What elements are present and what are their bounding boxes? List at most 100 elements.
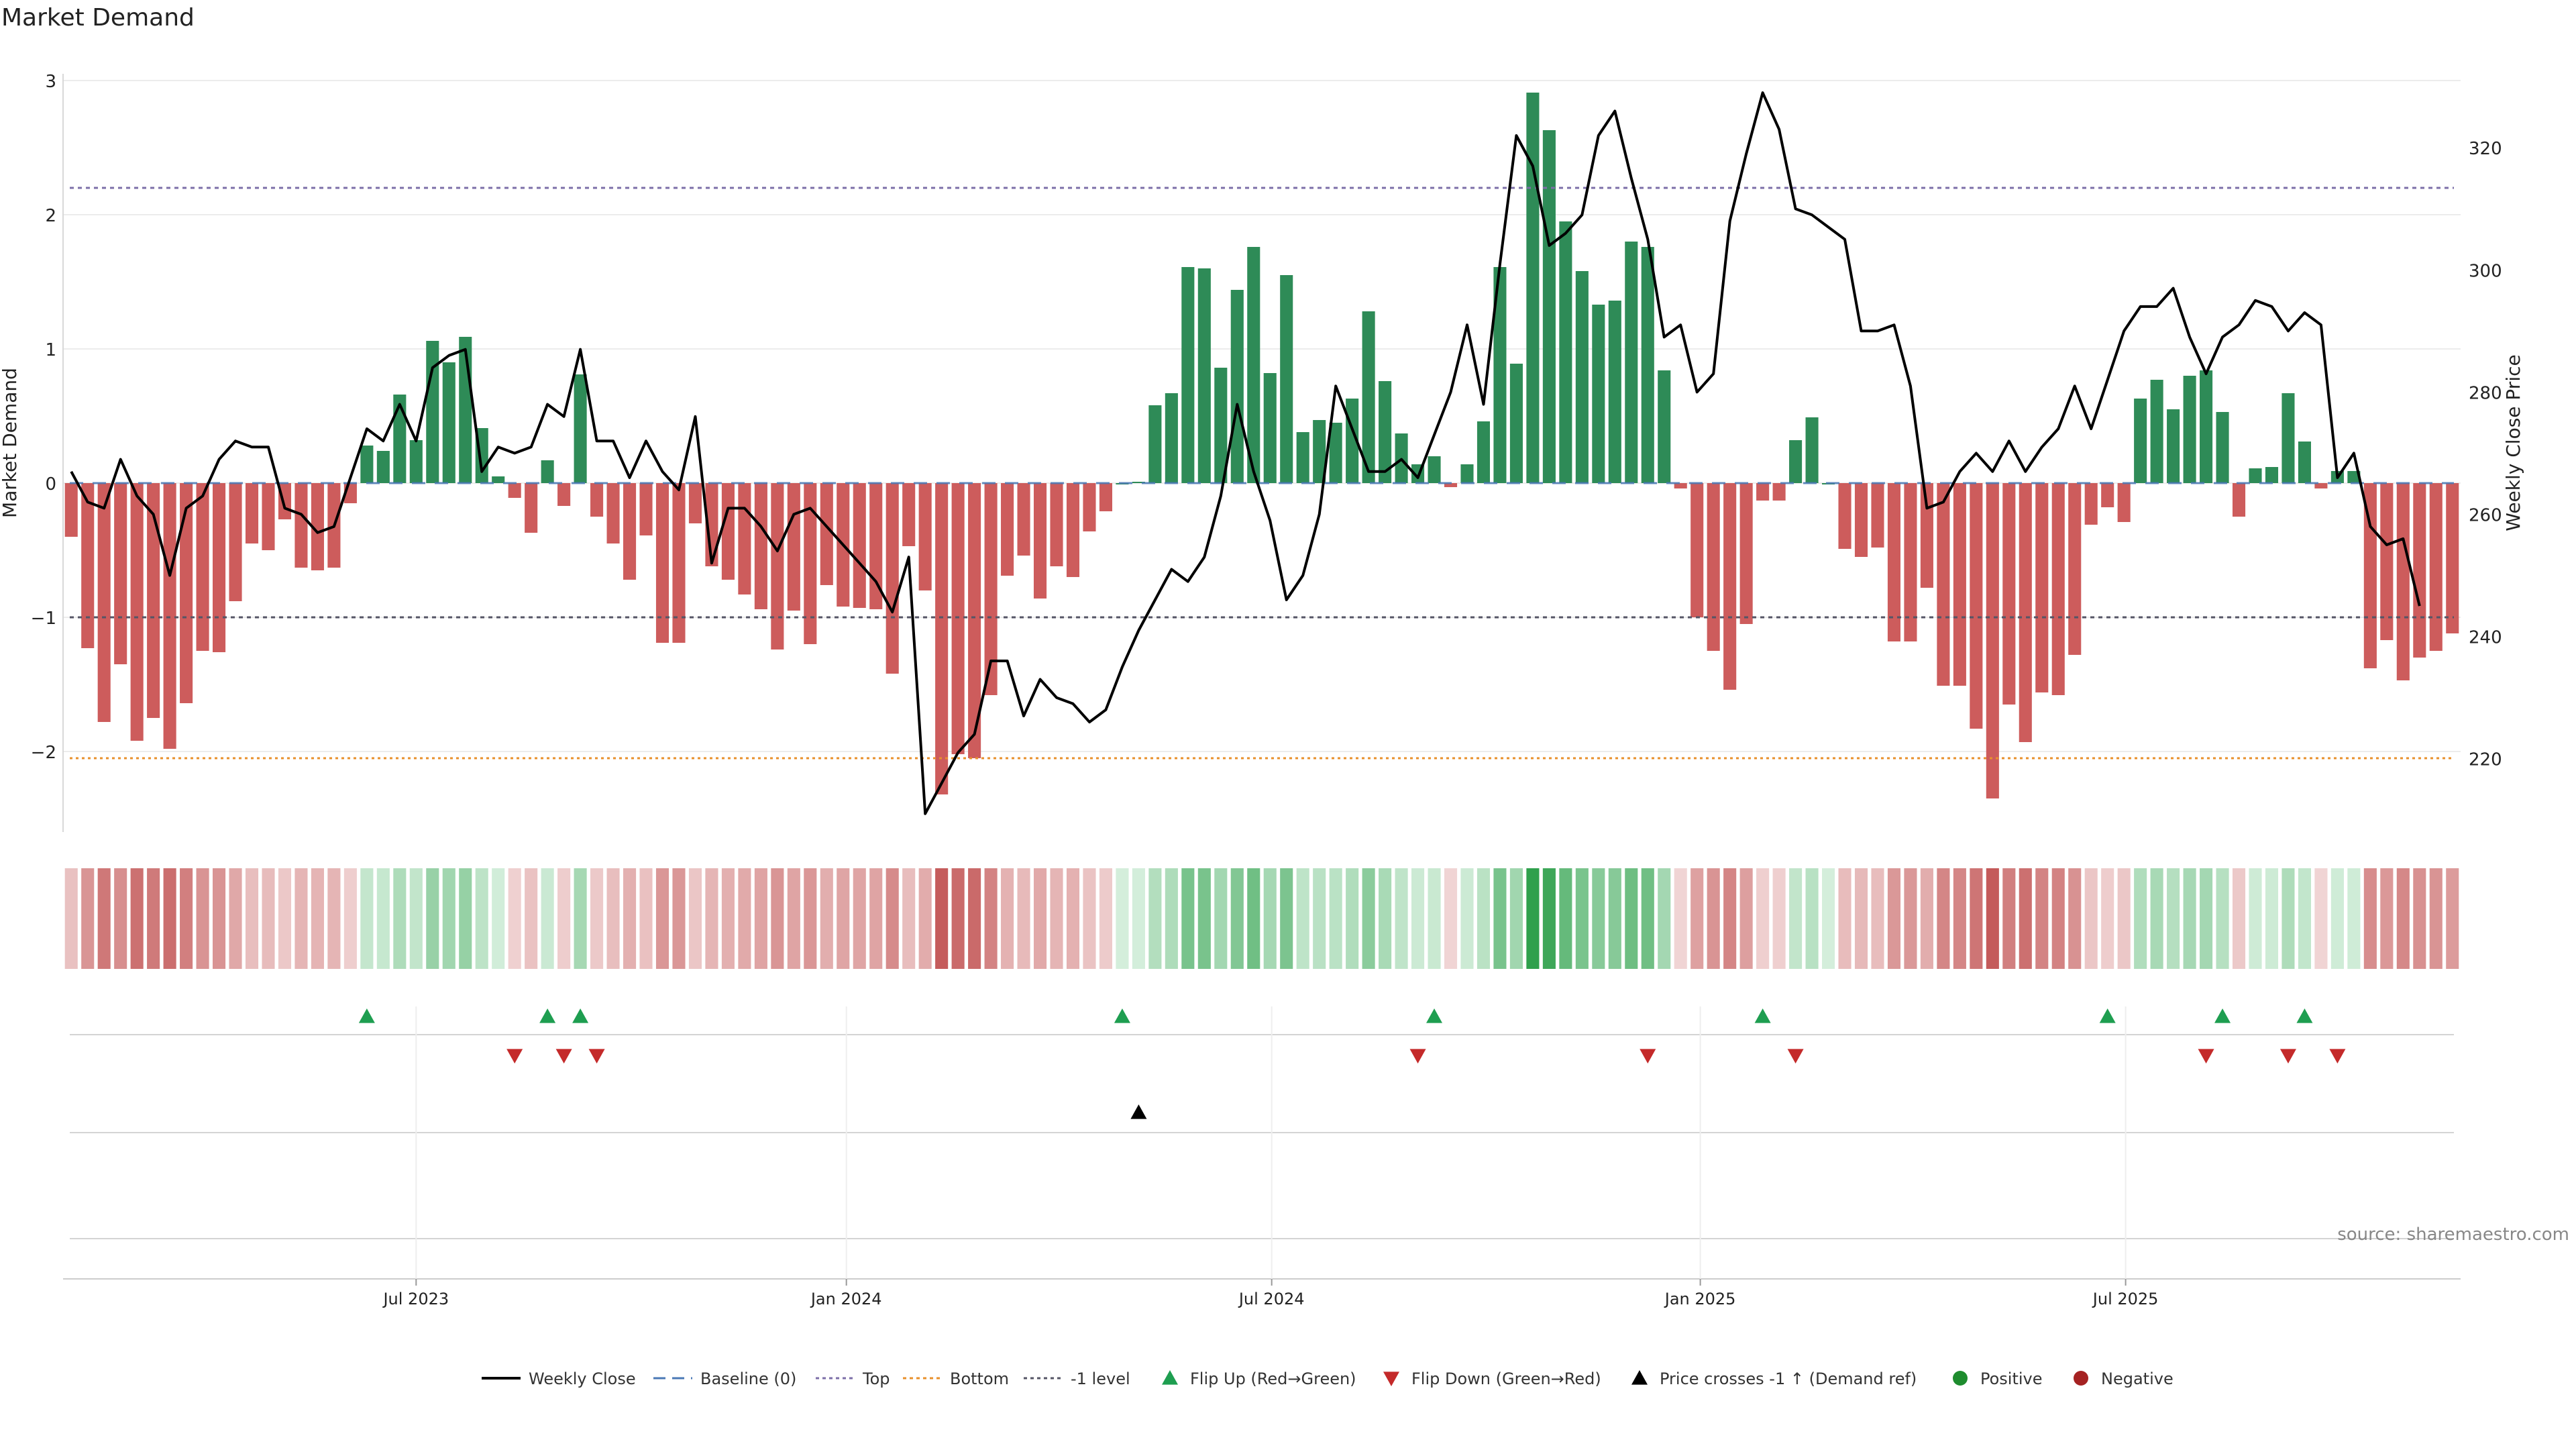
heat-cell: [1707, 868, 1720, 969]
heat-cell: [672, 868, 686, 969]
heat-cell: [2101, 868, 2114, 969]
demand-bar: [360, 446, 374, 483]
legend-swatch-triangle: [1162, 1370, 1178, 1385]
heat-cell: [1625, 868, 1638, 969]
heat-cell: [114, 868, 127, 969]
demand-bar: [1313, 420, 1326, 483]
demand-bar: [492, 476, 505, 483]
legend-label: Flip Up (Red→Green): [1190, 1369, 1356, 1388]
flip-up-marker: [1426, 1008, 1443, 1023]
demand-bar: [771, 483, 784, 650]
demand-bar: [2068, 483, 2082, 655]
heat-cell: [163, 868, 176, 969]
heat-cell: [574, 868, 587, 969]
chart-title: Market Demand: [1, 4, 195, 32]
heat-cell: [475, 868, 488, 969]
heat-cell: [984, 868, 998, 969]
heat-cell: [343, 868, 357, 969]
demand-bar: [1099, 483, 1112, 511]
heat-cell: [639, 868, 653, 969]
y-right-tick-label: 320: [2469, 139, 2502, 159]
demand-bar: [787, 483, 800, 611]
demand-bar: [1805, 417, 1819, 483]
demand-bar: [1362, 311, 1375, 483]
demand-bar: [968, 483, 981, 758]
demand-bar: [1542, 130, 1556, 483]
heat-cell: [1444, 868, 1458, 969]
heat-cell: [1970, 868, 1983, 969]
heat-cell: [853, 868, 866, 969]
heat-cell: [2200, 868, 2213, 969]
demand-bar: [1280, 275, 1293, 483]
demand-bar: [1247, 247, 1260, 483]
y-left-tick-label: −2: [31, 743, 56, 763]
demand-bar: [97, 483, 111, 722]
flip-down-marker: [555, 1049, 572, 1064]
demand-bar: [2347, 471, 2361, 483]
heat-cell: [1263, 868, 1277, 969]
demand-bar: [1493, 267, 1507, 483]
demand-bar: [1789, 440, 1803, 483]
demand-bar: [2314, 483, 2328, 488]
demand-bar: [935, 483, 949, 794]
heat-cell: [229, 868, 242, 969]
heat-cell: [1509, 868, 1523, 969]
x-tick-label: Jul 2025: [2092, 1290, 2159, 1308]
heat-cell: [2347, 868, 2361, 969]
heat-cell: [2051, 868, 2065, 969]
heat-cell: [590, 868, 604, 969]
heat-cell: [1247, 868, 1260, 969]
demand-bar: [2150, 380, 2163, 483]
demand-bar: [1033, 483, 1047, 599]
heat-cell: [885, 868, 899, 969]
demand-bar: [2084, 483, 2098, 525]
demand-bar: [1379, 381, 1392, 483]
heat-cell: [869, 868, 883, 969]
demand-bar: [1214, 368, 1228, 483]
heat-cell: [1690, 868, 1704, 969]
x-axis: Jul 2023 Jan 2024 Jul 2024 Jan 2025 Jul 2025: [382, 1279, 2158, 1308]
y-left-tick-label: 3: [45, 72, 56, 92]
heat-cell: [1493, 868, 1507, 969]
demand-bar: [688, 483, 702, 523]
demand-bar: [902, 483, 916, 546]
y-right-tick-label: 300: [2469, 261, 2502, 281]
demand-bar: [2035, 483, 2049, 692]
source-label: source: sharemaestro.com: [2337, 1225, 2569, 1245]
y-left-tick-label: 2: [45, 206, 56, 226]
demand-bar: [754, 483, 767, 609]
heat-cell: [1280, 868, 1293, 969]
demand-bar: [1559, 221, 1572, 483]
heat-cell: [442, 868, 455, 969]
flip-up-marker: [2214, 1008, 2231, 1023]
demand-bar: [1575, 271, 1589, 483]
heat-cell: [1181, 868, 1195, 969]
legend-label: -1 level: [1071, 1369, 1130, 1388]
demand-bar: [1772, 483, 1786, 501]
heat-cell: [180, 868, 193, 969]
heat-cell: [2429, 868, 2443, 969]
flip-down-marker: [1409, 1049, 1426, 1064]
legend-label: Top: [862, 1369, 890, 1388]
demand-bar: [426, 341, 439, 483]
demand-bar: [853, 483, 866, 608]
heat-cell: [623, 868, 637, 969]
heat-cell: [2249, 868, 2262, 969]
demand-bar: [1132, 482, 1145, 483]
heat-cell: [951, 868, 965, 969]
heat-cell: [508, 868, 521, 969]
demand-bar: [525, 483, 538, 533]
heat-cell: [1411, 868, 1425, 969]
demand-bar: [245, 483, 259, 543]
heat-cell: [1658, 868, 1671, 969]
heat-cell: [1050, 868, 1063, 969]
heat-cell: [688, 868, 702, 969]
heat-cell: [97, 868, 111, 969]
heat-cell: [1477, 868, 1491, 969]
heat-cell: [1148, 868, 1162, 969]
y-left-label: Market Demand: [0, 368, 21, 518]
heat-cell: [1920, 868, 1933, 969]
heat-cell: [426, 868, 439, 969]
legend-label: Negative: [2101, 1369, 2174, 1388]
